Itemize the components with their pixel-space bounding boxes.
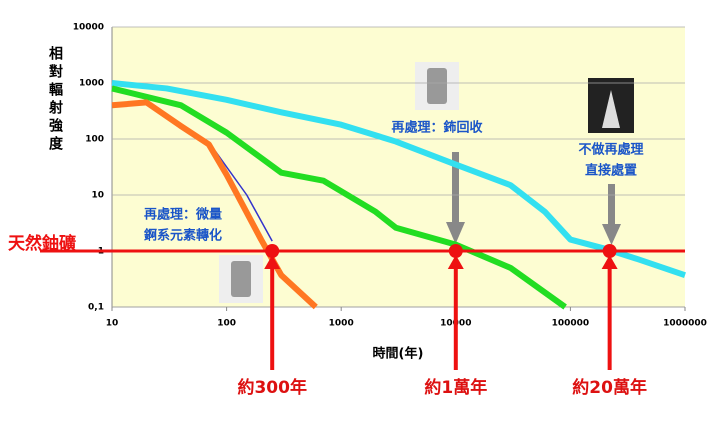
annotation: 錒系元素轉化 xyxy=(144,228,222,244)
x-tick-label: 1000 xyxy=(329,319,354,329)
data-line xyxy=(111,85,567,310)
y-tick-label: 100 xyxy=(85,135,104,145)
arrow xyxy=(602,184,621,245)
arrow-shaft xyxy=(270,265,275,370)
arrow-head xyxy=(601,255,618,269)
annotation: 再處理：微量 xyxy=(144,207,222,223)
plot-area xyxy=(112,27,685,307)
y-axis-label: 相對輻射強度 xyxy=(47,45,64,154)
arrow xyxy=(446,152,465,244)
data-line xyxy=(111,99,318,310)
x-tick-label: 1000000 xyxy=(663,319,707,329)
fuel-icon xyxy=(588,78,634,133)
annotation: 直接處置 xyxy=(585,163,637,179)
marker-dot xyxy=(448,244,463,258)
annotation: 再處理：鈽回收 xyxy=(391,120,483,136)
arrow-shaft xyxy=(453,265,458,370)
arrow-shaft xyxy=(607,265,612,370)
reference-label: 天然鈾礦 xyxy=(8,233,76,254)
arrow-head xyxy=(447,255,464,269)
canister-icon xyxy=(415,62,459,110)
marker-dot xyxy=(265,244,280,258)
marker-label: 約1萬年 xyxy=(424,377,487,398)
data-line xyxy=(214,150,273,242)
x-tick-label: 100 xyxy=(217,319,236,329)
x-axis-label: 時間(年) xyxy=(373,346,424,362)
y-tick-label: 0,1 xyxy=(88,303,104,313)
arrow-head xyxy=(264,255,281,269)
canister-icon xyxy=(219,255,263,303)
y-tick-label: 10 xyxy=(91,191,104,201)
x-tick-label: 10 xyxy=(106,319,119,329)
x-tick-label: 100000 xyxy=(552,319,590,329)
marker-dot xyxy=(602,244,617,258)
marker-label: 約20萬年 xyxy=(572,377,647,398)
y-tick-label: 1000 xyxy=(79,79,104,89)
y-tick-label: 10000 xyxy=(73,23,104,33)
marker-label: 約300年 xyxy=(237,377,307,398)
annotation: 不做再處理 xyxy=(578,142,643,158)
